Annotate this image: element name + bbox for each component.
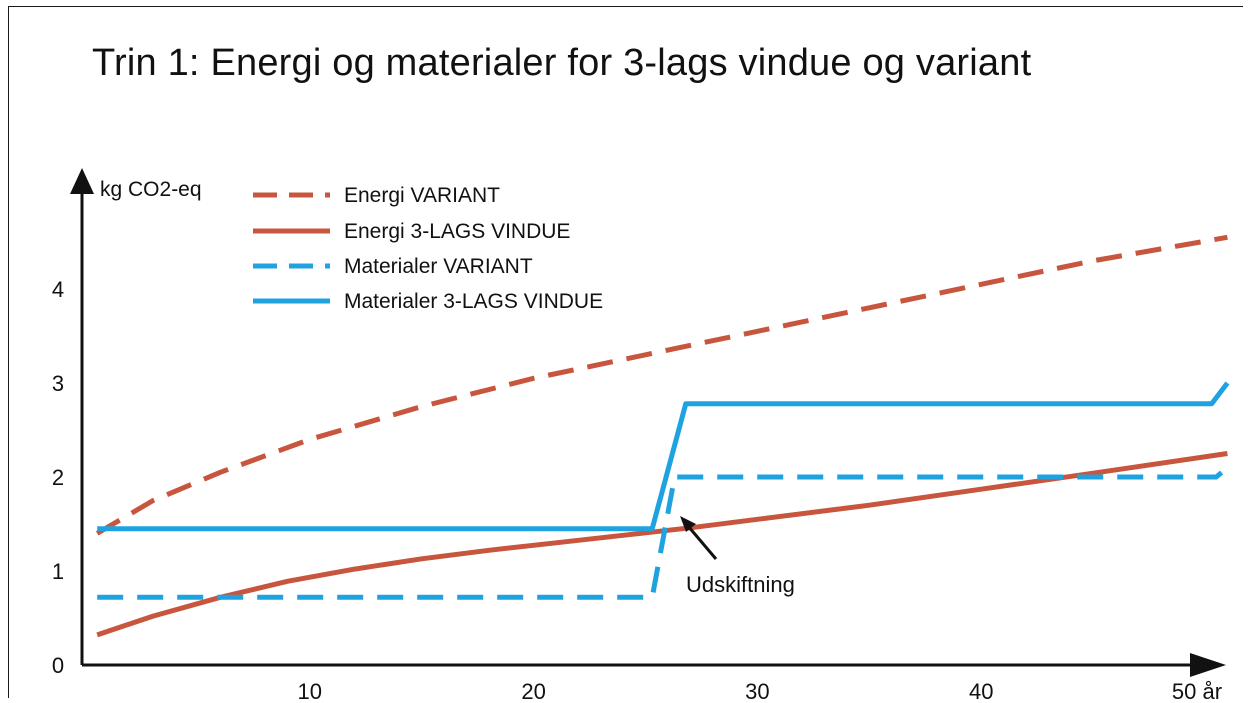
annotation-arrow-line: [686, 525, 718, 560]
x-tick-label: 50 år: [1172, 679, 1222, 703]
x-tick-label: 10: [298, 679, 322, 703]
y-tick-label: 2: [52, 465, 64, 490]
legend-label: Materialer 3-LAGS VINDUE: [344, 290, 603, 313]
y-tick-label: 3: [52, 371, 64, 396]
series-layer: [95, 234, 1230, 638]
axes: 10 20 30 40 50 år 0 1 2 3 4 kg CO2-eq: [52, 168, 1226, 703]
y-tick-label: 4: [52, 277, 64, 302]
legend: Energi VARIANT Energi 3-LAGS VINDUE Materi…: [253, 184, 603, 313]
legend-label: Energi 3-LAGS VINDUE: [344, 220, 570, 243]
series-line-2: [96, 451, 1228, 638]
legend-label: Materialer VARIANT: [344, 255, 533, 278]
legend-label: Energi VARIANT: [344, 184, 500, 207]
series-line-1: [95, 234, 1228, 536]
chart-frame: [8, 6, 1243, 698]
series-line-3: [97, 465, 1230, 600]
x-tick-label: 40: [969, 679, 993, 703]
x-tick-label: 30: [745, 679, 769, 703]
annotation-layer: Udskiftning: [680, 516, 795, 597]
y-axis-arrow: [70, 168, 94, 194]
annotation-arrow-head: [680, 516, 696, 532]
y-axis-label: kg CO2-eq: [100, 178, 202, 201]
y-tick-label: 0: [52, 653, 64, 678]
annotation-label: Udskiftning: [686, 572, 795, 597]
x-axis-arrow: [1190, 653, 1226, 677]
series-line-4: [97, 381, 1230, 532]
y-tick-label: 1: [52, 559, 64, 584]
chart-title: Trin 1: Energi og materialer for 3-lags …: [92, 42, 1032, 84]
x-tick-label: 20: [521, 679, 545, 703]
